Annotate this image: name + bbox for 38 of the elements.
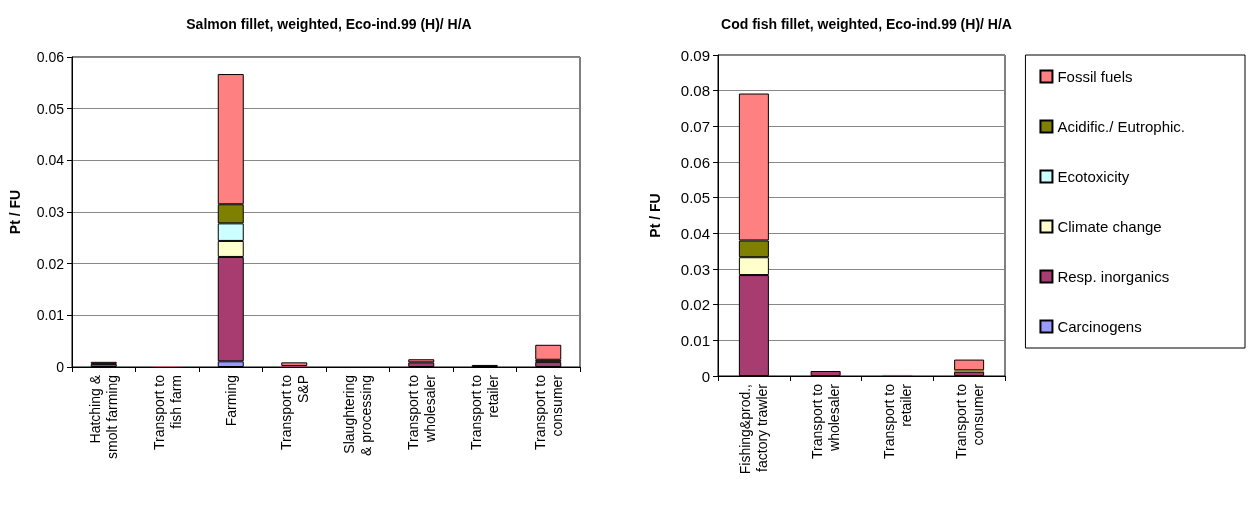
y-tick-label: 0.05 (680, 189, 710, 207)
chart-title: Cod fish fillet, weighted, Eco-ind.99 (H)/ H/A (721, 16, 1012, 32)
x-tick-label: Hatching & smolt farming (87, 374, 121, 460)
y-tick-label: 0.03 (36, 204, 65, 220)
y-tick-label: 0 (56, 359, 65, 375)
legend-label: Acidific./ Eutrophic. (1057, 118, 1186, 135)
bar (408, 359, 435, 363)
y-tick-label: 0.04 (36, 152, 65, 169)
x-tick-label: Transport to retailer (880, 383, 914, 459)
y-tick-label: 0.03 (680, 260, 710, 278)
bar (954, 359, 985, 371)
y-tick-label: 0.05 (36, 100, 65, 117)
bar (535, 344, 562, 360)
y-tick-label: 0.06 (680, 153, 710, 171)
y-tick-label: 0.01 (36, 307, 65, 324)
legend-label: Carcinogens (1057, 318, 1142, 335)
y-tick-label: 0.06 (36, 49, 65, 65)
y-tick-label: 0.08 (680, 82, 710, 100)
x-tick-label: Slaughtering & processing (341, 375, 375, 456)
y-tick-label: 0.09 (680, 46, 710, 64)
x-tick-label: Farming (222, 375, 239, 427)
y-tick-label: 0.07 (680, 117, 710, 135)
legend-label: Climate change (1057, 218, 1162, 235)
chart-title: Salmon fillet, weighted, Eco-ind.99 (H)/ H/A (186, 16, 472, 32)
y-tick-label: 0.02 (36, 255, 65, 272)
y-axis-title: Pt / FU (7, 189, 23, 235)
y-tick-label: 0.02 (680, 296, 710, 314)
y-axis-title: Pt / FU (647, 193, 663, 238)
x-tick-label: Fishing&prod., factory trawler (737, 383, 771, 475)
legend-label: Resp. inorganics (1057, 268, 1170, 285)
legend-label: Ecotoxicity (1057, 168, 1130, 185)
x-tick-label: Transport to S&P (277, 374, 311, 450)
y-tick-label: 0.01 (680, 331, 710, 349)
x-tick-label: Transport to retailer (468, 374, 502, 450)
legend-label: Fossil fuels (1057, 68, 1133, 85)
y-tick-label: 0.04 (680, 224, 710, 242)
x-tick-label: Transport to wholesaler (404, 374, 438, 450)
y-tick-label: 0 (701, 367, 710, 385)
